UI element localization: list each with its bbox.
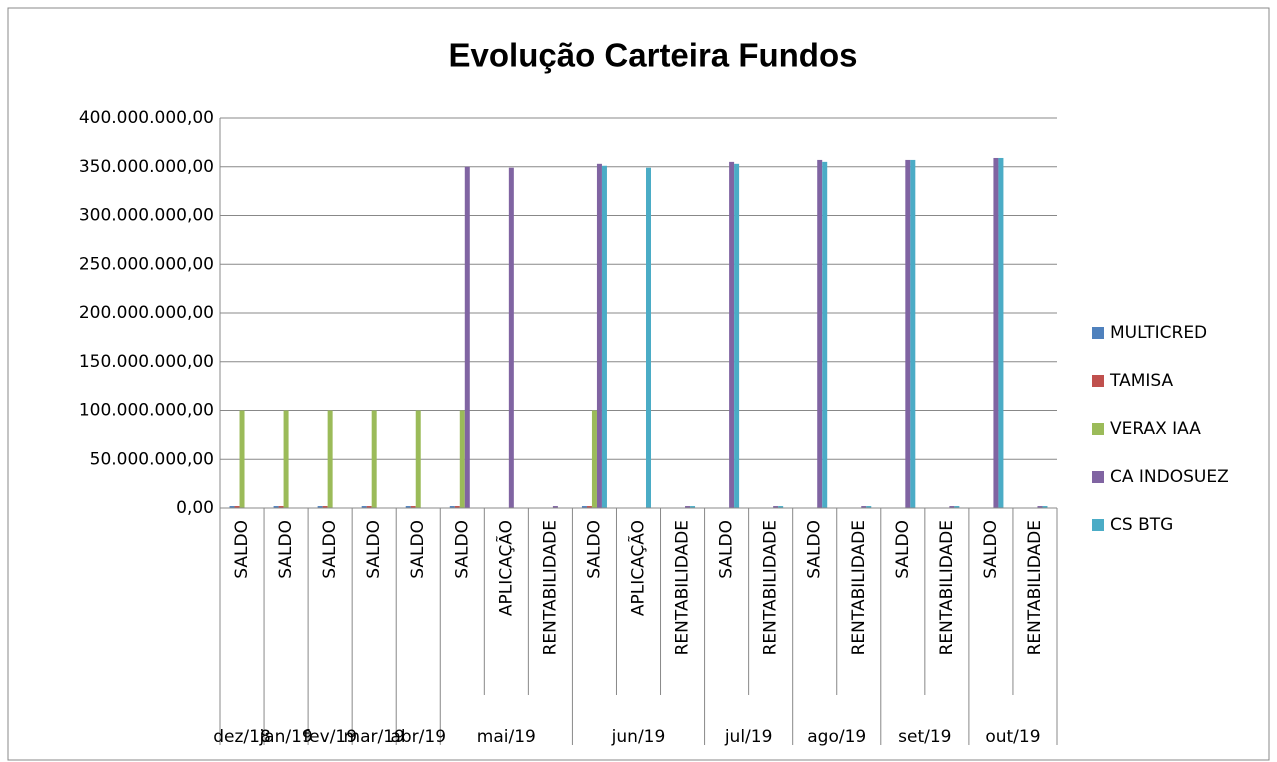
bar xyxy=(866,506,872,508)
bar xyxy=(822,161,828,508)
bar xyxy=(322,506,328,508)
y-tick-label: 400.000.000,00 xyxy=(79,108,214,128)
x-tick-label: RENTABILIDADE xyxy=(540,520,560,655)
legend-label: CS BTG xyxy=(1110,515,1173,535)
x-tick-label: SALDO xyxy=(364,520,384,579)
bar xyxy=(734,163,740,508)
x-tick-label: RENTABILIDADE xyxy=(937,520,957,655)
bar xyxy=(1037,506,1043,508)
bar xyxy=(464,166,470,508)
bar xyxy=(949,506,955,508)
x-tick-label: SALDO xyxy=(232,520,252,579)
y-tick-label: 350.000.000,00 xyxy=(79,157,214,177)
x-tick-label: RENTABILIDADE xyxy=(761,520,781,655)
bar xyxy=(508,167,514,508)
legend-swatch xyxy=(1092,327,1104,339)
bar xyxy=(685,506,691,508)
legend-swatch xyxy=(1092,423,1104,435)
legend-label: TAMISA xyxy=(1109,371,1173,391)
legend-swatch xyxy=(1092,519,1104,531)
x-tick-label: SALDO xyxy=(452,520,472,579)
bar xyxy=(454,506,460,508)
bar xyxy=(239,410,245,508)
x-tick-label: SALDO xyxy=(408,520,428,579)
legend-label: VERAX IAA xyxy=(1110,419,1201,439)
chart-title: Evolução Carteira Fundos xyxy=(449,37,858,74)
bar xyxy=(993,157,999,508)
group-label: jul/19 xyxy=(724,727,773,747)
group-label: out/19 xyxy=(985,727,1040,747)
group-label: fev/19 xyxy=(303,727,357,747)
bar xyxy=(905,159,911,509)
x-tick-label: APLICAÇÃO xyxy=(494,520,516,616)
bar xyxy=(601,165,607,508)
group-label: jan/19 xyxy=(258,727,312,747)
bar xyxy=(861,506,867,508)
bar xyxy=(954,506,960,508)
legend-swatch xyxy=(1092,375,1104,387)
x-tick-label: SALDO xyxy=(805,520,825,579)
y-tick-label: 300.000.000,00 xyxy=(79,206,214,226)
x-tick-label: SALDO xyxy=(717,520,737,579)
bar xyxy=(366,506,372,508)
bar xyxy=(778,506,784,508)
bar xyxy=(581,506,587,508)
bar xyxy=(405,506,411,508)
bar xyxy=(646,167,651,508)
bar xyxy=(586,506,592,508)
group-label: jun/19 xyxy=(611,727,666,747)
chart-border xyxy=(7,7,1270,761)
legend-swatch xyxy=(1092,471,1104,483)
x-tick-label: APLICAÇÃO xyxy=(627,520,649,616)
bar xyxy=(596,163,602,508)
legend-label: MULTICRED xyxy=(1110,323,1207,343)
y-tick-label: 150.000.000,00 xyxy=(79,352,214,372)
x-tick-label: SALDO xyxy=(276,520,296,579)
bar xyxy=(234,506,240,508)
x-tick-label: SALDO xyxy=(981,520,1001,579)
bar xyxy=(591,410,597,508)
x-tick-label: RENTABILIDADE xyxy=(849,520,869,655)
group-label: abr/19 xyxy=(390,727,446,747)
x-tick-label: SALDO xyxy=(893,520,913,579)
group-label: mar/19 xyxy=(344,727,405,747)
bar xyxy=(415,410,421,508)
bar xyxy=(410,506,416,508)
x-tick-label: SALDO xyxy=(320,520,340,579)
y-tick-label: 100.000.000,00 xyxy=(79,401,214,421)
bar xyxy=(817,159,823,509)
bar xyxy=(317,506,323,508)
y-tick-label: 0,00 xyxy=(176,498,214,518)
legend-label: CA INDOSUEZ xyxy=(1110,467,1229,487)
bar xyxy=(278,506,284,508)
bar xyxy=(449,506,455,508)
bar xyxy=(910,159,916,509)
bar xyxy=(371,410,377,508)
x-tick-label: SALDO xyxy=(584,520,604,579)
bar xyxy=(1042,506,1048,508)
y-tick-label: 200.000.000,00 xyxy=(79,303,214,323)
x-tick-label: RENTABILIDADE xyxy=(1025,520,1045,655)
bar xyxy=(773,506,779,508)
bar xyxy=(690,506,696,508)
bar xyxy=(327,410,333,508)
bar xyxy=(552,506,558,508)
y-tick-label: 250.000.000,00 xyxy=(79,254,214,274)
group-label: dez/18 xyxy=(213,727,271,747)
group-label: mai/19 xyxy=(477,727,536,747)
bar xyxy=(283,410,289,508)
bar xyxy=(998,157,1004,508)
x-tick-label: RENTABILIDADE xyxy=(673,520,693,655)
bar xyxy=(273,506,279,508)
bar xyxy=(459,410,465,508)
bar xyxy=(229,506,235,508)
bar xyxy=(361,506,367,508)
y-tick-label: 50.000.000,00 xyxy=(90,449,214,469)
group-label: set/19 xyxy=(898,727,951,747)
bar xyxy=(729,161,735,508)
group-label: ago/19 xyxy=(807,727,866,747)
